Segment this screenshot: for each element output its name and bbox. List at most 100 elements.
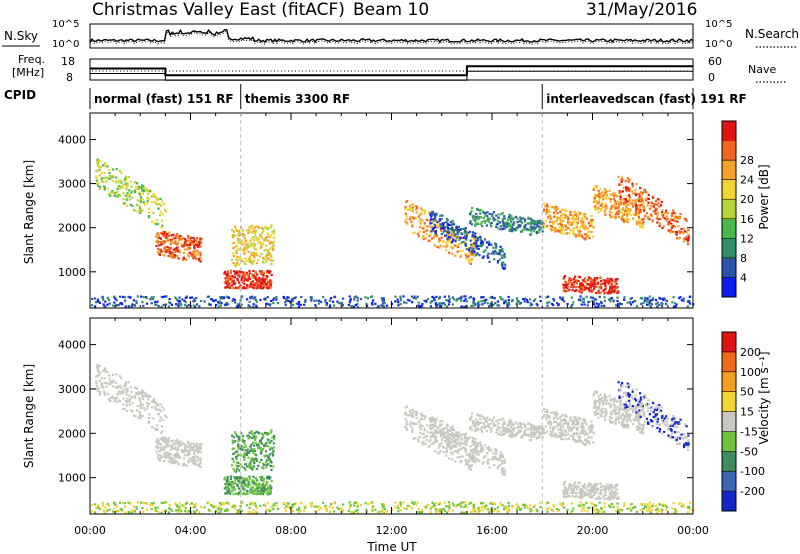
power-echo [491, 215, 494, 218]
velocity-echo [171, 447, 174, 450]
velocity-echo [248, 463, 251, 466]
power-echo [563, 288, 566, 291]
velocity-echo [108, 382, 111, 386]
power-echo [440, 236, 443, 239]
power-echo [188, 243, 191, 247]
velocity-echo [237, 461, 240, 464]
power-echo [583, 284, 586, 287]
power-echo [434, 234, 437, 237]
velocity-echo [472, 453, 475, 456]
velocity-echo [449, 436, 452, 439]
power-echo [438, 218, 441, 221]
power-echo [661, 214, 664, 217]
power-echo [198, 241, 201, 244]
power-echo [471, 245, 475, 248]
velocity-echo [523, 431, 527, 434]
velocity-echo [199, 457, 202, 460]
velocity-echo [234, 488, 237, 491]
power-echo [102, 164, 105, 167]
power-echo [237, 274, 240, 277]
velocity-echo [269, 492, 272, 495]
power-echo [453, 298, 456, 301]
velocity-echo [158, 442, 161, 445]
velocity-echo [268, 477, 271, 480]
power-echo [133, 189, 136, 192]
velocity-echo [584, 494, 587, 497]
power-echo [235, 250, 238, 253]
velocity-echo [246, 492, 249, 495]
power-echo [243, 279, 246, 282]
velocity-echo [442, 436, 445, 439]
power-echo [619, 198, 622, 201]
velocity-echo [456, 451, 459, 454]
velocity-echo [236, 450, 239, 453]
power-echo [198, 239, 202, 242]
power-echo [478, 217, 481, 220]
velocity-echo [479, 414, 482, 417]
velocity-echo [259, 491, 262, 494]
power-echo [598, 197, 601, 200]
power-echo [578, 232, 581, 235]
power-echo [148, 211, 151, 214]
power-echo [237, 305, 240, 308]
power-echo [561, 220, 565, 223]
power-echo [597, 291, 600, 294]
power-echo [607, 282, 610, 285]
velocity-echo [232, 486, 235, 489]
power-echo [263, 258, 266, 261]
power-echo [127, 295, 130, 298]
velocity-echo [117, 386, 120, 389]
power-echo [438, 246, 441, 249]
velocity-echo [581, 428, 584, 431]
freq-label-line2: [MHz] [12, 66, 44, 79]
power-echo [672, 305, 676, 308]
power-echo [530, 228, 533, 231]
velocity-echo [248, 431, 251, 434]
power-echo [597, 281, 600, 284]
velocity-echo [413, 437, 416, 440]
power-echo [486, 254, 489, 258]
velocity-echo [236, 477, 239, 480]
power-echo [522, 217, 525, 220]
power-echo [223, 272, 226, 275]
velocity-echo [267, 438, 270, 442]
velocity-echo [563, 418, 566, 421]
power-echo [451, 226, 454, 229]
velocity-echo [495, 431, 498, 434]
power-echo [169, 238, 172, 241]
velocity-echo [569, 434, 572, 437]
power-echo [598, 291, 601, 294]
power-echo [490, 243, 493, 246]
power-echo [526, 301, 529, 304]
velocity-echo [258, 432, 261, 435]
power-echo [182, 236, 185, 239]
velocity-echo [443, 432, 446, 435]
power-echo [98, 186, 102, 189]
power-echo [612, 300, 615, 303]
power-echo [105, 180, 108, 183]
power-echo [268, 252, 271, 255]
power-echo [687, 235, 690, 238]
velocity-echo [487, 458, 490, 461]
power-echo [95, 176, 98, 180]
power-echo [635, 206, 638, 209]
velocity-echo [273, 446, 276, 449]
power-echo [147, 197, 150, 200]
power-echo [160, 219, 164, 222]
power-echo [587, 301, 590, 304]
velocity-echo [192, 446, 195, 449]
power-echo [247, 228, 250, 232]
power-echo [468, 261, 471, 264]
cpid-segment-label: normal (fast) 151 RF [94, 92, 234, 106]
velocity-echo [549, 421, 552, 424]
nave-tick-top: 60 [708, 55, 722, 68]
power-echo [183, 237, 186, 241]
power-echo [626, 200, 629, 203]
power-echo [231, 284, 234, 287]
velocity-echo [428, 417, 431, 420]
power-echo [265, 258, 268, 261]
power-echo [496, 304, 499, 307]
power-echo [99, 166, 102, 169]
power-echo [153, 200, 156, 203]
power-echo [182, 258, 185, 261]
